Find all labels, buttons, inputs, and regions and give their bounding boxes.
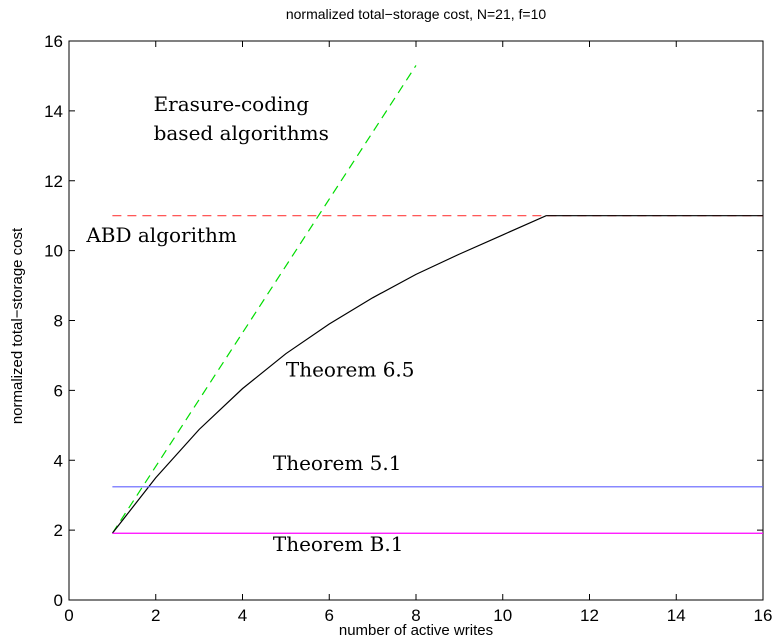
x-tick-label: 6 bbox=[325, 606, 334, 625]
x-tick-label: 4 bbox=[238, 606, 247, 625]
y-tick-label: 8 bbox=[54, 312, 63, 331]
annotation-label: Theorem 5.1 bbox=[273, 451, 402, 475]
y-tick-label: 14 bbox=[44, 102, 63, 121]
annotation-label: based algorithms bbox=[154, 121, 329, 145]
plot-area: 0 2 4 6 8 10 12 14 16 0 2 4 6 8 10 12 14 16 Erasure-coding… bbox=[44, 32, 772, 625]
y-axis-label: normalized total−storage cost bbox=[9, 227, 26, 424]
y-tick-label: 16 bbox=[44, 32, 63, 51]
annotation-label: Theorem B.1 bbox=[273, 532, 404, 556]
x-tick-label: 0 bbox=[64, 606, 73, 625]
y-tick-label: 0 bbox=[54, 591, 63, 610]
x-tick-label: 12 bbox=[580, 606, 599, 625]
x-tick-label: 10 bbox=[493, 606, 512, 625]
y-tick-label: 12 bbox=[44, 172, 63, 191]
annotation-label: ABD algorithm bbox=[85, 223, 237, 247]
x-tick-label: 8 bbox=[411, 606, 420, 625]
x-tick-label: 16 bbox=[754, 606, 773, 625]
x-tick-label: 2 bbox=[151, 606, 160, 625]
y-tick-label: 2 bbox=[54, 521, 63, 540]
x-tick-label: 14 bbox=[667, 606, 686, 625]
series-line-theorem-6-5 bbox=[111, 215, 763, 534]
annotation-label: Theorem 6.5 bbox=[286, 357, 415, 381]
series-line-erasure-coding-based-algorithms bbox=[111, 65, 417, 534]
y-tick-label: 4 bbox=[54, 451, 63, 470]
y-tick-label: 10 bbox=[44, 242, 63, 261]
chart-title: normalized total−storage cost, N=21, f=1… bbox=[286, 6, 547, 22]
x-axis-label: number of active writes bbox=[339, 622, 493, 639]
y-tick-label: 6 bbox=[54, 381, 63, 400]
annotation-label: Erasure-coding bbox=[154, 92, 310, 116]
